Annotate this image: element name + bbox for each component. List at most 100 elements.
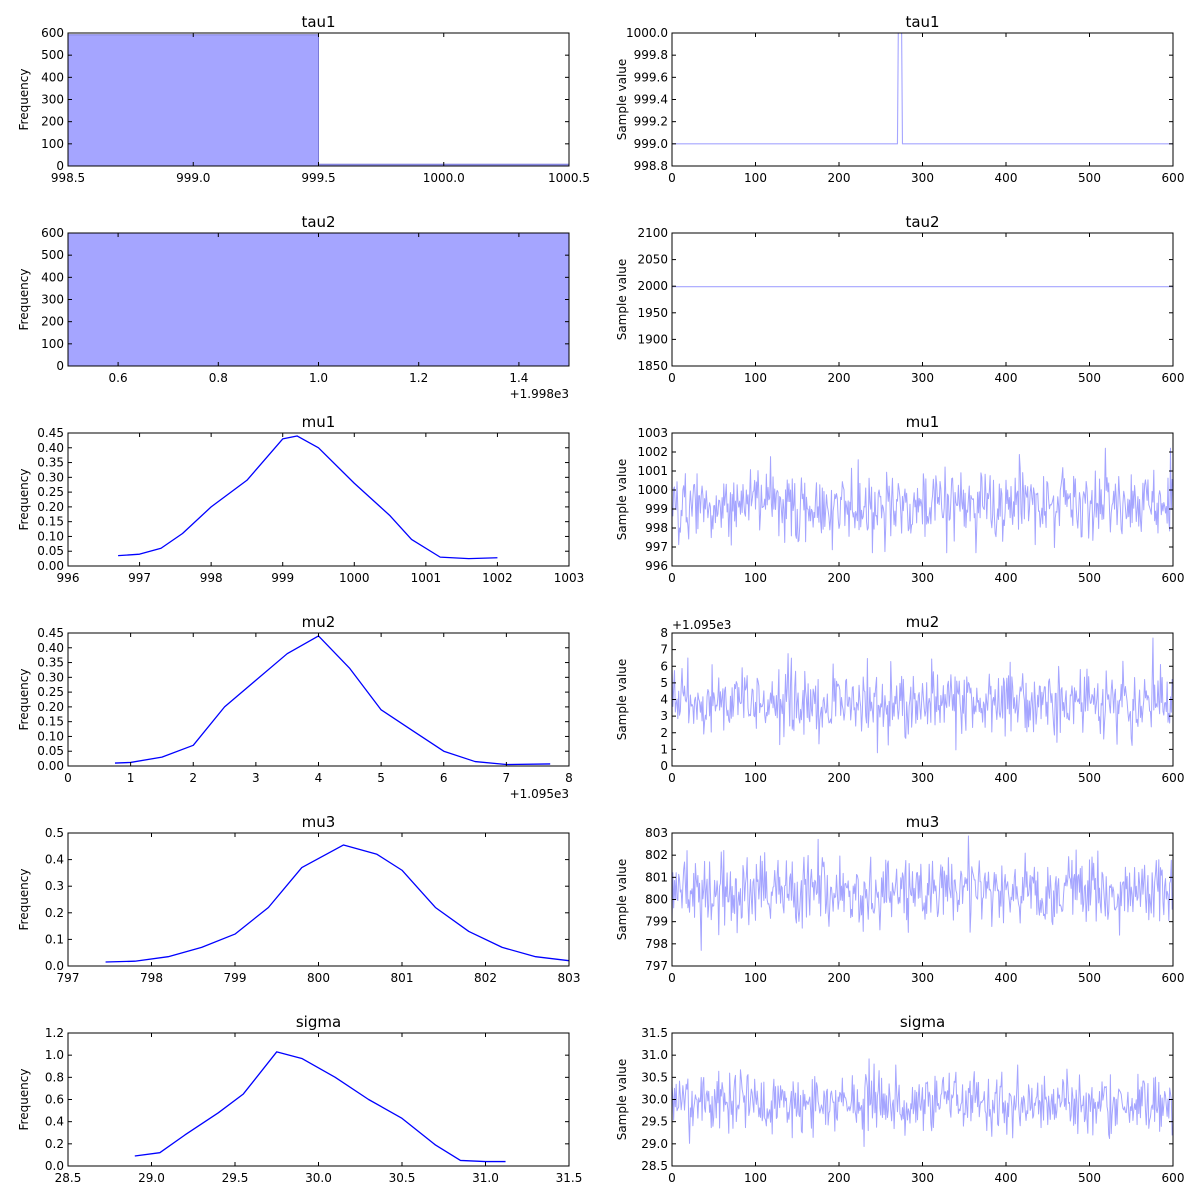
sigma-histogram-xtick-label: 30.0 — [305, 1171, 332, 1185]
mu2-trace-ytick-label: 4 — [660, 693, 668, 707]
mu2-trace-xtick-label: 400 — [995, 771, 1018, 785]
mu2-histogram-density-line — [114, 635, 551, 766]
tau2-histogram-xtick-label: 1.0 — [309, 371, 328, 385]
mu1-histogram-xtick-label: 1000 — [339, 571, 370, 585]
sigma-histogram-plot-area — [134, 1051, 506, 1163]
tau1-trace-xtick-label: 200 — [828, 171, 851, 185]
mu2-histogram-ytick-label: 0.35 — [37, 656, 64, 670]
mu2-trace-ytick-label: 6 — [660, 659, 668, 673]
mu1-trace-ytick-label: 1000 — [637, 483, 668, 497]
mu3-histogram-xtick-label: 803 — [558, 971, 581, 985]
mu2-histogram-panel: mu20.000.050.100.150.200.250.300.350.400… — [17, 613, 573, 801]
mu2-histogram-ytick-label: 0.00 — [37, 759, 64, 773]
mu3-trace-xtick-label: 500 — [1078, 971, 1101, 985]
mu3-trace-series-line — [672, 835, 1173, 951]
mu2-trace-ytick-label: 5 — [660, 676, 668, 690]
mu3-trace-ytick-label: 803 — [645, 826, 668, 840]
tau1-trace-ytick-label: 999.0 — [634, 137, 668, 151]
mu2-trace-xtick-label: 600 — [1162, 771, 1185, 785]
mu1-histogram-xtick-label: 1001 — [411, 571, 442, 585]
sigma-histogram-ytick-label: 0.8 — [45, 1070, 64, 1084]
tau1-trace-frame — [671, 32, 1174, 167]
mu3-trace-panel: mu3 797 798 799 800 801 802 803 0 100 200 300 400 500… — [615, 813, 1184, 985]
mu2-histogram-plot-area — [114, 635, 551, 766]
tau1-trace-xtick-label: 300 — [911, 171, 934, 185]
sigma-histogram-xtick-label: 29.0 — [138, 1171, 165, 1185]
mu3-histogram-xtick-label: 802 — [474, 971, 497, 985]
tau1-histogram-ytick-label: 200 — [41, 115, 64, 129]
sigma-trace-xtick-label: 500 — [1078, 1171, 1101, 1185]
mu1-histogram-ytick-label: 0.45 — [37, 426, 64, 440]
sigma-histogram-xtick-label: 31.5 — [556, 1171, 583, 1185]
sigma-histogram-ytick-label: 1.2 — [45, 1026, 64, 1040]
mu1-histogram-xtick-label: 1002 — [482, 571, 513, 585]
sigma-histogram-xtick-label: 29.5 — [222, 1171, 249, 1185]
tau2-trace-ytick-label: 1950 — [637, 306, 668, 320]
tau2-histogram-ytick-label: 100 — [41, 337, 64, 351]
mu2-trace-plot-area — [672, 637, 1173, 754]
sigma-histogram-ytick-label: 0.4 — [45, 1115, 64, 1129]
tau1-histogram-xtick-label: 998.5 — [51, 171, 85, 185]
mu1-histogram-xtick-label: 998 — [200, 571, 223, 585]
tau1-trace-xtick-label: 500 — [1078, 171, 1101, 185]
mu1-histogram-ylabel: Frequency — [17, 469, 31, 531]
mu2-histogram-xtick-label: 0 — [64, 771, 72, 785]
tau1-histogram-xtick-label: 999.5 — [301, 171, 335, 185]
mu1-histogram-xtick-label: 997 — [128, 571, 151, 585]
mu3-histogram-plot-area — [105, 844, 569, 963]
tau2-trace-xtick-label: 400 — [995, 371, 1018, 385]
mu2-trace-ytick-label: 1 — [660, 742, 668, 756]
sigma-histogram-ytick-label: 0.0 — [45, 1159, 64, 1173]
mu2-trace-xtick-label: 300 — [911, 771, 934, 785]
mu1-histogram-ytick-label: 0.15 — [37, 515, 64, 529]
mu2-histogram-xtick-label: 8 — [565, 771, 573, 785]
mu3-histogram-title: mu3 — [302, 813, 336, 831]
mu3-trace-ytick-label: 800 — [645, 893, 668, 907]
mu3-histogram-ytick-label: 0.1 — [45, 932, 64, 946]
mu2-histogram-frame — [67, 632, 570, 767]
sigma-histogram-title: sigma — [296, 1013, 341, 1031]
tau2-trace-frame — [671, 232, 1174, 367]
tau1-histogram-ytick-label: 0 — [56, 159, 64, 173]
tau1-trace-panel: tau1 998.8 999.0 999.2 999.4 999.6 999.8 1000.0… — [615, 13, 1184, 185]
mu3-histogram-ytick-label: 0.2 — [45, 906, 64, 920]
sigma-trace-title: sigma — [900, 1013, 945, 1031]
mu2-trace-title: mu2 — [906, 613, 940, 631]
mu3-trace-xtick-label: 600 — [1162, 971, 1185, 985]
mu2-histogram-ytick-label: 0.45 — [37, 626, 64, 640]
sigma-trace-xtick-label: 300 — [911, 1171, 934, 1185]
mu1-trace-plot-area — [672, 447, 1173, 554]
mu3-histogram-ytick-label: 0.0 — [45, 959, 64, 973]
tau2-histogram-ytick-label: 600 — [41, 226, 64, 240]
tau1-trace-ytick-label: 999.2 — [634, 115, 668, 129]
mu2-trace-ytick-label: 2 — [660, 726, 668, 740]
mu3-trace-ytick-label: 801 — [645, 870, 668, 884]
mu1-histogram-ytick-label: 0.20 — [37, 500, 64, 514]
mu3-histogram-ytick-label: 0.5 — [45, 826, 64, 840]
sigma-trace-ytick-label: 29.5 — [641, 1115, 668, 1129]
mu1-histogram-xtick-label: 996 — [57, 571, 80, 585]
mu1-trace-xtick-label: 600 — [1162, 571, 1185, 585]
tau2-histogram-ylabel: Frequency — [17, 269, 31, 331]
sigma-trace-ytick-label: 31.5 — [641, 1026, 668, 1040]
mu2-histogram-xtick-label: 7 — [503, 771, 511, 785]
sigma-trace-xtick-label: 600 — [1162, 1171, 1185, 1185]
mu3-histogram-xtick-label: 800 — [307, 971, 330, 985]
mu2-histogram-ytick-label: 0.10 — [37, 729, 64, 743]
mu1-histogram-title: mu1 — [302, 413, 336, 431]
tau2-histogram-ytick-label: 0 — [56, 359, 64, 373]
sigma-histogram-ytick-label: 0.6 — [45, 1093, 64, 1107]
mu3-histogram-xtick-label: 798 — [140, 971, 163, 985]
tau2-histogram-ytick-label: 500 — [41, 248, 64, 262]
mu3-trace-ylabel: Sample value — [615, 859, 629, 941]
sigma-histogram-ytick-label: 1.0 — [45, 1048, 64, 1062]
tau1-trace-series-line — [672, 33, 1173, 145]
mu2-histogram-ytick-label: 0.15 — [37, 715, 64, 729]
tau1-trace-title: tau1 — [905, 13, 939, 31]
tau1-trace-plot-area — [672, 33, 1173, 145]
mu3-histogram-ylabel: Frequency — [17, 869, 31, 931]
tau1-histogram-ytick-label: 500 — [41, 48, 64, 62]
mu1-histogram-ytick-label: 0.10 — [37, 529, 64, 543]
tau1-trace-ytick-label: 999.8 — [634, 48, 668, 62]
